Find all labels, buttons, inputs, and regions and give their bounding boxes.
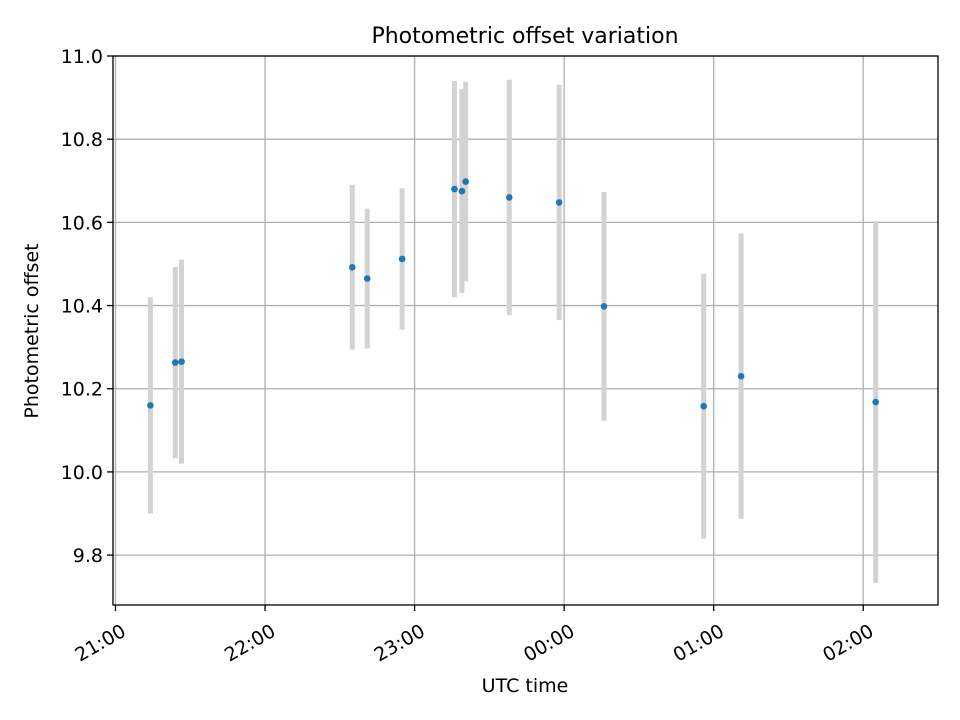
x-axis-label: UTC time xyxy=(482,675,569,697)
data-points xyxy=(147,178,879,410)
data-point xyxy=(172,359,179,366)
data-point xyxy=(872,398,879,406)
y-tick-label: 10.6 xyxy=(61,212,103,234)
data-point xyxy=(348,263,356,271)
data-point xyxy=(700,402,708,410)
data-point xyxy=(451,185,458,193)
y-tick-label: 10.8 xyxy=(61,129,103,151)
data-point xyxy=(462,178,469,185)
y-axis-ticks: 9.8 10.0 10.2 10.4 10.6 10.8 11.0 xyxy=(61,46,113,567)
y-tick-label: 11.0 xyxy=(61,46,103,68)
data-point xyxy=(363,275,371,282)
y-tick-label: 9.8 xyxy=(73,545,103,567)
y-tick-label: 10.0 xyxy=(61,462,103,484)
data-point xyxy=(147,402,154,409)
chart-title: Photometric offset variation xyxy=(371,24,678,49)
data-point xyxy=(505,194,513,201)
data-point xyxy=(178,358,185,365)
data-point xyxy=(458,187,466,195)
data-point xyxy=(555,199,563,206)
y-axis-label: Photometric offset xyxy=(21,243,43,418)
data-point xyxy=(600,303,608,310)
plot-frame xyxy=(112,55,939,606)
data-point xyxy=(398,255,406,263)
y-tick-label: 10.4 xyxy=(61,296,103,318)
y-tick-label: 10.2 xyxy=(61,379,103,401)
data-point xyxy=(737,372,745,380)
